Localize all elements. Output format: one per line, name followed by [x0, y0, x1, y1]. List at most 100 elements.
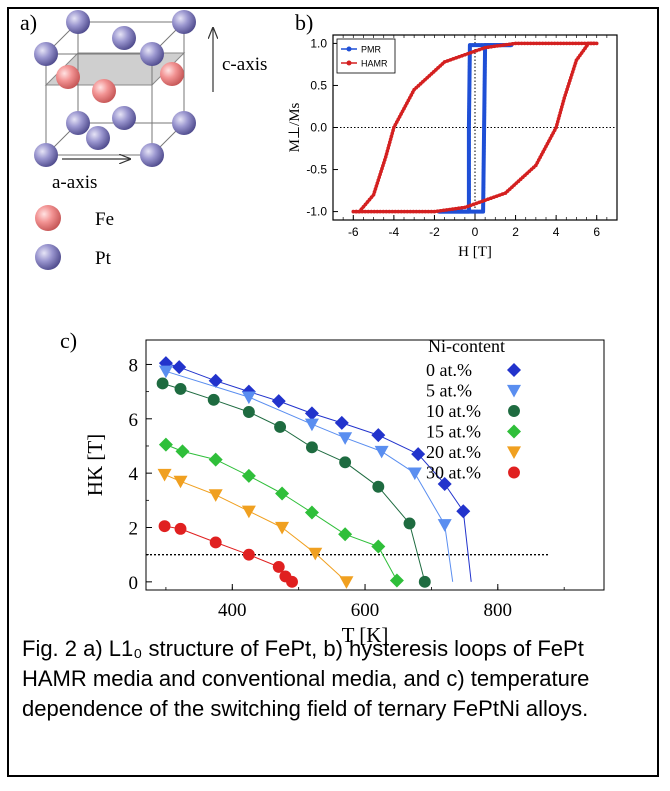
data-point-10-at: [242, 406, 255, 418]
data-point-pmr: [467, 128, 471, 133]
data-point-pmr: [467, 89, 472, 93]
data-point-hamr: [486, 45, 490, 49]
data-point-hamr: [546, 41, 551, 46]
data-point-pmr: [467, 161, 471, 166]
data-point-hamr: [361, 204, 366, 209]
data-point-pmr: [469, 209, 474, 214]
data-point-pmr: [467, 70, 472, 75]
data-point-pmr: [481, 203, 485, 208]
data-point-hamr: [454, 56, 458, 60]
data-point-hamr: [562, 96, 567, 100]
data-point-hamr: [399, 209, 404, 214]
data-point-pmr: [483, 55, 487, 60]
data-point-hamr: [561, 99, 566, 103]
data-point-pmr: [475, 209, 479, 214]
data-point-20-at: [241, 505, 256, 519]
data-point-hamr: [547, 139, 551, 143]
data-point-hamr: [391, 128, 395, 133]
data-point-pmr: [481, 185, 486, 190]
data-point-hamr: [374, 184, 379, 188]
data-point-pmr: [482, 143, 486, 148]
data-point-pmr: [467, 104, 471, 108]
data-point-hamr: [411, 209, 416, 214]
data-point-pmr: [482, 116, 487, 121]
data-point-hamr: [375, 209, 380, 214]
data-point-15-at: [304, 505, 319, 520]
y-tick-label-b: 1.0: [310, 36, 327, 50]
data-point-pmr: [467, 197, 471, 202]
data-point-20-at: [275, 521, 290, 535]
data-point-hamr: [448, 58, 453, 62]
data-point-hamr: [392, 125, 396, 130]
data-point-hamr: [380, 166, 384, 171]
data-point-15-at: [208, 452, 223, 467]
data-point-hamr: [564, 41, 569, 46]
data-point-hamr: [542, 147, 547, 151]
data-point-hamr: [554, 125, 558, 130]
data-point-pmr: [467, 152, 471, 157]
data-point-hamr: [383, 158, 387, 162]
data-point-pmr: [472, 209, 476, 214]
data-point-pmr: [482, 73, 487, 78]
panel-b-label: b): [295, 10, 314, 35]
data-point-hamr: [535, 160, 540, 165]
data-point-20-at: [173, 475, 188, 489]
data-point-hamr: [474, 48, 479, 53]
data-point-hamr: [572, 64, 577, 68]
data-point-pmr: [467, 185, 471, 190]
data-point-pmr: [483, 64, 487, 69]
data-point-10-at: [174, 382, 187, 395]
x-tick-label-b: 4: [553, 225, 560, 239]
data-point-hamr: [420, 209, 425, 214]
data-point-hamr: [384, 209, 389, 214]
data-point-hamr: [457, 55, 461, 59]
data-point-hamr: [559, 108, 563, 112]
data-point-pmr: [481, 194, 486, 199]
y-axis-label-b: M⊥/Ms: [287, 102, 303, 152]
data-point-hamr: [465, 51, 470, 56]
data-point-hamr: [423, 209, 428, 214]
data-point-30-at: [174, 522, 187, 535]
data-point-hamr: [406, 98, 411, 103]
data-point-hamr: [438, 208, 443, 213]
legend-title-c: Ni-content: [428, 336, 505, 356]
data-point-pmr: [463, 209, 468, 214]
data-point-0-at: [437, 477, 452, 492]
y-tick-label-b: 0.5: [310, 78, 327, 92]
series-0-at: [158, 356, 472, 582]
data-point-hamr: [576, 41, 581, 46]
data-point-10-at: [305, 441, 318, 454]
series-5-at: [158, 365, 454, 582]
legend-marker-0-at: [507, 363, 521, 377]
data-point-pmr: [481, 161, 486, 166]
data-point-pmr: [471, 43, 475, 47]
data-point-pmr: [482, 86, 487, 90]
data-point-pmr: [467, 116, 471, 121]
data-point-pmr: [481, 209, 485, 214]
data-point-hamr: [363, 209, 368, 214]
data-point-pmr: [467, 131, 471, 136]
data-point-pmr: [481, 206, 485, 211]
legend-marker-30-at: [508, 466, 520, 479]
data-point-hamr: [558, 41, 563, 46]
data-point-hamr: [544, 144, 548, 149]
data-point-hamr: [483, 45, 487, 50]
data-point-hamr: [397, 114, 402, 119]
data-point-hamr: [489, 44, 494, 49]
data-point-10-at: [418, 575, 431, 588]
data-point-pmr: [482, 95, 487, 99]
data-point-hamr: [390, 131, 395, 136]
data-point-pmr: [482, 137, 486, 142]
fit-line-15-at: [165, 444, 398, 581]
data-point-hamr: [366, 209, 371, 214]
data-point-hamr: [390, 209, 395, 214]
data-point-5-at: [158, 365, 173, 379]
data-point-hamr: [357, 209, 362, 214]
data-point-20-at: [308, 547, 323, 561]
fit-line-0-at: [165, 362, 472, 582]
data-point-hamr: [566, 84, 570, 89]
data-point-hamr: [417, 209, 422, 214]
legend-label-pmr: PMR: [361, 45, 382, 55]
data-point-hamr: [372, 190, 377, 194]
